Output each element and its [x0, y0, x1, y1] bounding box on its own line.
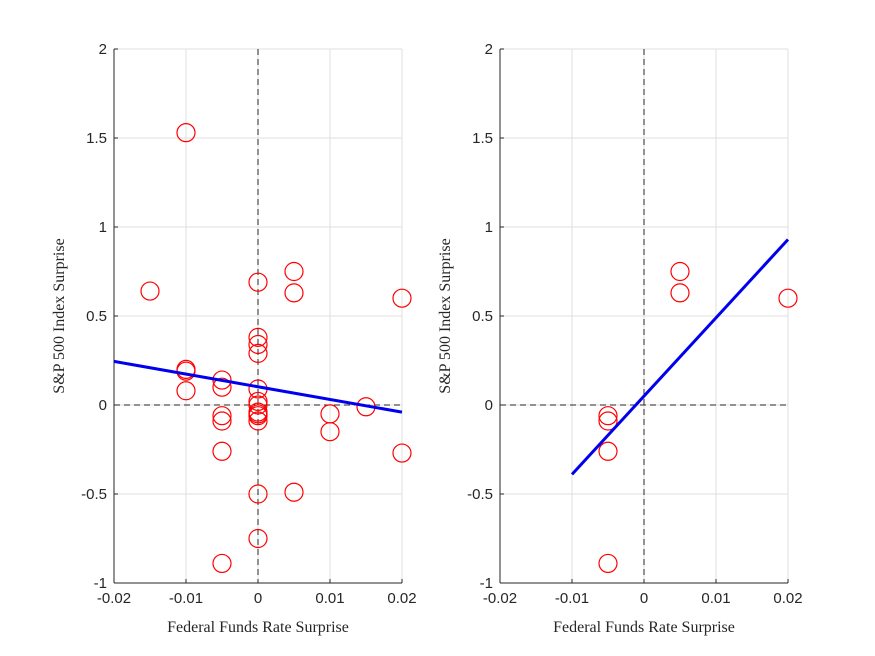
y-tick-label: -1 [94, 575, 107, 592]
x-tick-label: 0.02 [773, 590, 802, 607]
regression-line [570, 238, 790, 476]
y-tick-label: 1 [99, 219, 107, 236]
x-tick-label: -0.02 [483, 590, 517, 607]
regression-line [113, 359, 403, 414]
data-point [598, 411, 618, 431]
data-point [248, 334, 268, 355]
x-tick-label: 0.02 [387, 590, 416, 607]
left-scatter-panel: -0.02 -0.01 0 0.01 0.02 -1 -0.5 0 0.5 1 1.5 2 Federa… [51, 41, 417, 636]
data-point [212, 411, 232, 431]
x-tick-label: -0.01 [555, 590, 589, 607]
data-point [248, 272, 268, 292]
y-tick-label: 0 [99, 397, 107, 414]
y-tick-label: -1 [480, 575, 493, 592]
x-tick-label: 0 [640, 590, 648, 607]
y-tick-label: 2 [485, 41, 493, 58]
y-tick-label: 2 [99, 41, 107, 58]
y-tick-label: 1 [485, 219, 493, 236]
data-point [248, 343, 268, 363]
data-point [212, 406, 232, 426]
y-tick-label: 1.5 [472, 130, 493, 147]
data-point [778, 288, 798, 308]
y-tick-label: -0.5 [467, 486, 493, 503]
data-point [598, 441, 618, 461]
y-axis-label: S&P 500 Index Surprise [437, 238, 454, 393]
x-tick-label: -0.02 [97, 590, 131, 607]
data-point [176, 123, 196, 143]
data-point [248, 484, 268, 504]
data-point [248, 404, 268, 424]
y-tick-label: 0 [485, 397, 493, 414]
x-tick-label: 0.01 [315, 590, 344, 607]
data-point [320, 422, 340, 442]
data-point [212, 441, 232, 461]
x-tick-label: 0.01 [701, 590, 730, 607]
data-point [212, 553, 232, 574]
y-tick-label: 0.5 [472, 308, 493, 325]
x-tick-label: -0.01 [169, 590, 203, 607]
data-point [670, 261, 690, 282]
data-point [598, 406, 618, 426]
y-axis-label: S&P 500 Index Surprise [51, 238, 68, 393]
data-point [212, 377, 232, 397]
data-point [248, 327, 268, 347]
data-point [392, 443, 412, 463]
y-tick-label: -0.5 [81, 486, 107, 503]
y-tick-label: 0.5 [86, 308, 107, 325]
data-point [176, 381, 196, 401]
data-point [140, 281, 160, 301]
x-tick-label: 0 [254, 590, 262, 607]
data-point [670, 283, 690, 303]
x-axis-label: Federal Funds Rate Surprise [553, 619, 735, 636]
y-tick-label: 1.5 [86, 130, 107, 147]
data-point [392, 288, 412, 308]
data-point [248, 395, 268, 415]
data-point [284, 482, 304, 502]
data-point [598, 553, 618, 574]
data-point [248, 391, 268, 412]
data-point [284, 261, 304, 282]
data-point [248, 528, 268, 549]
data-point [248, 411, 268, 431]
x-axis-label: Federal Funds Rate Surprise [167, 619, 349, 636]
data-point [284, 283, 304, 303]
right-scatter-panel: -0.02 -0.01 0 0.01 0.02 -1 -0.5 0 0.5 1 1.5 2 Federa… [437, 41, 803, 636]
